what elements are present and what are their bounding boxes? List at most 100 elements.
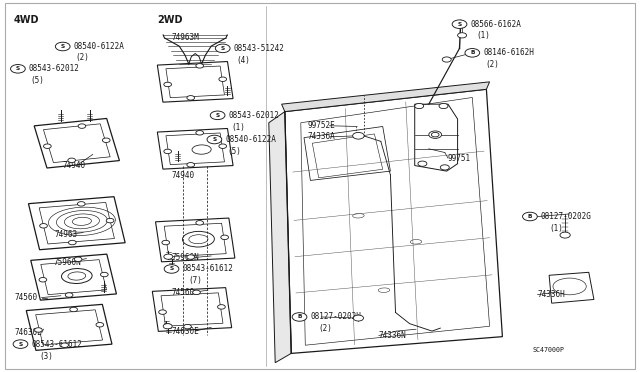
Circle shape (418, 161, 427, 166)
Circle shape (353, 132, 364, 139)
Text: B: B (528, 214, 532, 219)
Circle shape (196, 131, 204, 135)
Text: (7): (7) (189, 276, 203, 285)
Circle shape (159, 310, 166, 314)
Text: 99752E: 99752E (307, 121, 335, 130)
Circle shape (187, 163, 195, 167)
Text: S: S (170, 266, 173, 272)
Text: 08127-0202H: 08127-0202H (310, 312, 361, 321)
Circle shape (164, 82, 172, 87)
Text: 75960N: 75960N (172, 253, 199, 262)
Circle shape (292, 312, 307, 321)
Text: 74560: 74560 (172, 288, 195, 296)
Text: 75960N: 75960N (53, 258, 81, 267)
Text: S: S (61, 44, 65, 49)
Circle shape (187, 96, 195, 100)
Circle shape (39, 278, 47, 282)
Circle shape (353, 315, 364, 321)
Text: (2): (2) (76, 53, 90, 62)
Circle shape (196, 221, 204, 225)
Text: 74963M: 74963M (172, 33, 199, 42)
Circle shape (61, 343, 68, 347)
Circle shape (106, 218, 114, 223)
Text: (5): (5) (31, 76, 45, 85)
Text: (1): (1) (549, 224, 563, 233)
Text: 4WD: 4WD (14, 16, 40, 25)
Text: 2WD: 2WD (157, 16, 182, 25)
Circle shape (77, 202, 85, 206)
Circle shape (68, 240, 76, 245)
Circle shape (458, 33, 467, 38)
Polygon shape (269, 112, 291, 363)
Circle shape (560, 232, 570, 238)
Circle shape (74, 257, 82, 262)
Circle shape (65, 293, 73, 297)
Text: (1): (1) (477, 31, 491, 40)
Text: 74336A: 74336A (307, 132, 335, 141)
Circle shape (221, 235, 228, 240)
Text: 08540-6122A: 08540-6122A (225, 135, 276, 144)
Text: 74336N: 74336N (379, 331, 406, 340)
Circle shape (44, 144, 51, 148)
Circle shape (522, 212, 538, 221)
Circle shape (429, 131, 442, 138)
Text: 08543-51242: 08543-51242 (234, 44, 284, 53)
Text: 08543-61612: 08543-61612 (31, 340, 82, 349)
Circle shape (207, 135, 222, 144)
Circle shape (219, 77, 227, 81)
Circle shape (440, 165, 449, 170)
Text: 74963: 74963 (54, 230, 77, 239)
Text: 08543-62012: 08543-62012 (228, 111, 279, 120)
Text: 08540-6122A: 08540-6122A (74, 42, 124, 51)
Circle shape (102, 138, 110, 142)
Text: S: S (216, 113, 220, 118)
Circle shape (431, 132, 439, 137)
Text: B: B (298, 314, 301, 320)
Text: SC47000P: SC47000P (532, 347, 564, 353)
Circle shape (78, 124, 86, 128)
Text: 08127-0202G: 08127-0202G (541, 212, 591, 221)
Text: 08543-61612: 08543-61612 (182, 264, 233, 273)
Text: S: S (16, 66, 20, 71)
Circle shape (100, 272, 108, 277)
Circle shape (164, 265, 179, 273)
Circle shape (196, 64, 204, 68)
Circle shape (439, 103, 448, 109)
Circle shape (11, 65, 26, 73)
Text: (2): (2) (485, 60, 499, 69)
Circle shape (415, 103, 424, 109)
Text: S: S (221, 46, 225, 51)
Circle shape (193, 290, 200, 295)
Text: B: B (470, 50, 474, 55)
Circle shape (96, 323, 104, 327)
Circle shape (465, 49, 480, 57)
Text: (4): (4) (237, 56, 251, 65)
Circle shape (219, 144, 227, 148)
Circle shape (164, 149, 172, 154)
Text: 74560: 74560 (14, 293, 37, 302)
Text: 74940: 74940 (172, 171, 195, 180)
Circle shape (164, 254, 173, 259)
Circle shape (68, 158, 76, 163)
Circle shape (13, 340, 28, 348)
Circle shape (56, 42, 70, 51)
Circle shape (40, 224, 47, 228)
Circle shape (163, 324, 172, 329)
Text: 74940: 74940 (63, 161, 86, 170)
Text: 74336H: 74336H (538, 290, 565, 299)
Circle shape (442, 57, 451, 62)
Circle shape (70, 307, 77, 312)
Text: S: S (458, 22, 461, 27)
Text: (5): (5) (227, 147, 241, 156)
Text: S: S (19, 341, 22, 347)
Text: (2): (2) (319, 324, 333, 333)
Polygon shape (282, 82, 490, 112)
Text: 08543-62012: 08543-62012 (29, 64, 79, 73)
Text: 74630E: 74630E (172, 327, 199, 336)
Circle shape (210, 111, 225, 120)
Circle shape (35, 328, 42, 332)
Text: S: S (212, 137, 216, 142)
Text: 74630E: 74630E (14, 328, 42, 337)
Text: 08146-6162H: 08146-6162H (483, 48, 534, 57)
Circle shape (184, 324, 191, 329)
